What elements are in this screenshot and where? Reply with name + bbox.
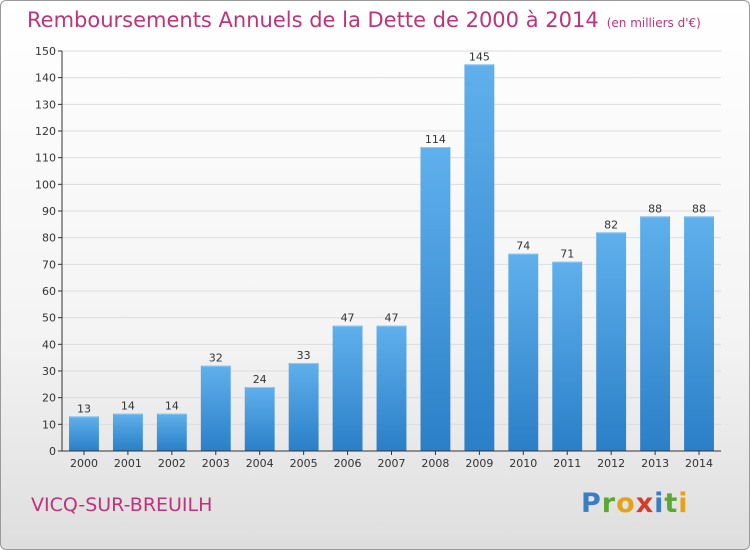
- data-label: 14: [121, 400, 135, 413]
- logo-letter: i: [678, 488, 689, 519]
- x-tick-label: 2013: [641, 457, 669, 470]
- x-tick-label: 2008: [421, 457, 449, 470]
- bar: [508, 253, 539, 451]
- bar: [288, 363, 319, 451]
- logo-letter: x: [635, 488, 655, 519]
- city-name: VICQ-SUR-BREUILH: [31, 494, 213, 516]
- bar: [244, 387, 275, 451]
- axes: 0 10 20 30 40 50 60 70 80 90 100 110 120 130 140 150 200…: [35, 45, 721, 470]
- y-tick-label: 140: [35, 72, 56, 85]
- bars: [69, 64, 714, 452]
- data-labels: 13 14 14 32 24 33 47 47 114 145 74 71 82 88 88: [77, 50, 706, 415]
- logo-letter: P: [581, 488, 602, 519]
- x-tick-label: 2004: [246, 457, 274, 470]
- bar: [596, 232, 627, 451]
- y-tick-label: 100: [35, 178, 56, 191]
- data-label: 47: [341, 312, 355, 325]
- bar: [464, 64, 495, 452]
- x-tick-label: 2009: [465, 457, 493, 470]
- bar: [420, 147, 451, 451]
- bar: [552, 261, 583, 451]
- y-tick-label: 150: [35, 45, 56, 58]
- x-tick-label: 2006: [334, 457, 362, 470]
- data-label: 32: [209, 352, 223, 365]
- bar: [332, 325, 363, 451]
- data-label: 114: [425, 133, 446, 146]
- chart-title: Remboursements Annuels de la Dette de 20…: [27, 8, 701, 32]
- bar: [684, 216, 714, 451]
- y-tick-label: 20: [42, 392, 56, 405]
- proxiti-logo: Proxiti: [581, 488, 689, 519]
- y-tick-label: 80: [42, 232, 56, 245]
- x-tick-label: 2014: [685, 457, 713, 470]
- bar: [156, 413, 187, 451]
- bar: [200, 365, 231, 451]
- data-label: 145: [469, 50, 490, 63]
- data-label: 88: [648, 202, 662, 215]
- x-tick-label: 2010: [509, 457, 537, 470]
- title-text: Remboursements Annuels de la Dette de 20…: [27, 8, 599, 32]
- y-tick-label: 40: [42, 338, 56, 351]
- bar: [69, 416, 99, 451]
- data-label: 33: [297, 349, 311, 362]
- logo-letter: t: [664, 488, 679, 519]
- data-label: 47: [385, 312, 399, 325]
- data-label: 88: [692, 202, 706, 215]
- x-tick-label: 2005: [290, 457, 318, 470]
- y-tick-label: 130: [35, 98, 56, 111]
- logo-letter: o: [616, 488, 636, 519]
- x-tick-label: 2012: [597, 457, 625, 470]
- x-tick-label: 2001: [114, 457, 142, 470]
- data-label: 71: [560, 248, 574, 261]
- y-tick-label: 30: [42, 365, 56, 378]
- logo-letter: i: [654, 488, 665, 519]
- data-label: 82: [604, 218, 618, 231]
- x-tick-label: 2007: [378, 457, 406, 470]
- y-tick-label: 120: [35, 125, 56, 138]
- y-tick-label: 110: [35, 152, 56, 165]
- data-label: 24: [253, 373, 267, 386]
- y-tick-label: 50: [42, 312, 56, 325]
- y-tick-label: 60: [42, 285, 56, 298]
- y-tick-label: 0: [49, 445, 56, 458]
- x-tick-label: 2011: [553, 457, 581, 470]
- bar: [376, 325, 407, 451]
- x-tick-label: 2003: [202, 457, 230, 470]
- x-tick-label: 2002: [158, 457, 186, 470]
- data-label: 13: [77, 402, 91, 415]
- data-label: 74: [516, 240, 530, 253]
- y-tick-label: 10: [42, 418, 56, 431]
- x-tick-label: 2000: [70, 457, 98, 470]
- y-tick-label: 70: [42, 258, 56, 271]
- data-label: 14: [165, 400, 179, 413]
- logo-letter: r: [601, 488, 617, 519]
- bar: [112, 413, 143, 451]
- y-tick-label: 90: [42, 205, 56, 218]
- bar: [640, 216, 671, 451]
- unit-note: (en milliers d'€): [606, 16, 701, 30]
